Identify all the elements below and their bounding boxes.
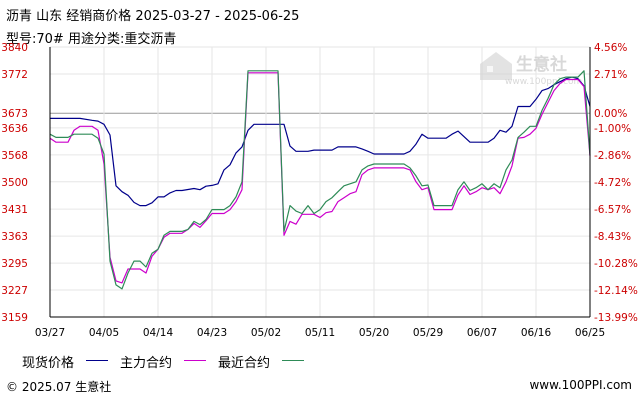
watermark-house-icon <box>480 52 512 80</box>
site-url: www.100PPI.com <box>529 378 632 392</box>
watermark-url: www.100ppi.com <box>505 77 582 87</box>
copyright-text: © 2025.07 生意社 <box>6 380 112 394</box>
x-tick-label: 04/14 <box>143 327 174 339</box>
y2-tick-label: 4.56% <box>594 42 627 54</box>
y2-tick-label: -12.14% <box>594 285 638 297</box>
y-tick-label: 3227 <box>1 285 28 297</box>
x-tick-label: 06/16 <box>521 327 552 339</box>
legend-swatch-main <box>184 360 206 361</box>
y2-tick-label: -4.72% <box>594 177 631 189</box>
x-tick-label: 06/07 <box>467 327 497 339</box>
y-tick-label: 3673 <box>1 108 28 120</box>
x-tick-label: 06/25 <box>575 327 605 339</box>
x-tick-label: 05/20 <box>359 327 389 339</box>
y-tick-label: 3159 <box>1 312 28 324</box>
y2-tick-label: 2.71% <box>594 69 627 81</box>
y2-tick-label: -1.00% <box>594 123 631 135</box>
y-tick-label: 3636 <box>1 123 28 135</box>
y-tick-labels: 3840 3772 3673 3636 3568 3500 3431 3363 3295 3227… <box>1 42 28 324</box>
legend-item-main: 主力合约 <box>120 352 172 371</box>
legend-label-spot: 现货价格 <box>22 356 75 371</box>
watermark-window-icon <box>487 66 493 72</box>
chart-title: 沥青 山东 经销商价格 2025-03-27 - 2025-06-25 <box>6 9 300 24</box>
grid-lines <box>49 46 591 318</box>
series-line-0 <box>50 76 591 207</box>
x-tick-label: 04/23 <box>197 327 227 339</box>
x-tick-label: 05/29 <box>413 327 443 339</box>
x-tick-label: 05/11 <box>305 327 335 339</box>
x-tick-labels: 03/27 04/05 04/14 04/23 05/02 05/11 05/20 05/29… <box>35 327 605 339</box>
series-line-2 <box>49 70 591 290</box>
legend-label-main: 主力合约 <box>120 356 173 371</box>
x-tick-label: 05/02 <box>251 327 281 339</box>
y-tick-label: 3431 <box>1 204 28 216</box>
axes <box>49 47 591 318</box>
series-lines <box>49 70 591 290</box>
series-line-1 <box>49 72 591 284</box>
chart-subtitle: 型号:70# 用途分类:重交沥青 <box>6 32 177 47</box>
y2-tick-label: -6.57% <box>594 204 631 216</box>
watermark-logo: 生意社 www.100ppi.com <box>480 52 582 87</box>
y2-tick-label: -13.99% <box>594 312 638 324</box>
y2-tick-label: -10.28% <box>594 258 638 270</box>
legend-item-nearest: 最近合约 <box>218 352 270 371</box>
y-tick-label: 3500 <box>1 177 28 189</box>
watermark-name: 生意社 <box>516 54 567 75</box>
x-tick-label: 04/05 <box>89 327 119 339</box>
y2-tick-label: -2.86% <box>594 150 631 162</box>
y-tick-label: 3840 <box>1 42 28 54</box>
y2-tick-label: 0.00% <box>594 108 627 120</box>
y2-tick-labels: 4.56% 2.71% 0.00% -1.00% -2.86% -4.72% -6.57% -… <box>594 42 638 324</box>
y-tick-label: 3363 <box>1 231 28 243</box>
y2-tick-label: -8.43% <box>594 231 631 243</box>
y-tick-label: 3568 <box>1 150 28 162</box>
y-tick-label: 3772 <box>1 69 28 81</box>
legend-swatch-nearest <box>282 360 304 361</box>
legend-label-nearest: 最近合约 <box>218 356 271 371</box>
legend-item-spot: 现货价格 <box>22 352 74 371</box>
legend-swatch-spot <box>86 360 108 361</box>
x-tick-label: 03/27 <box>35 327 65 339</box>
y-tick-label: 3295 <box>1 258 28 270</box>
